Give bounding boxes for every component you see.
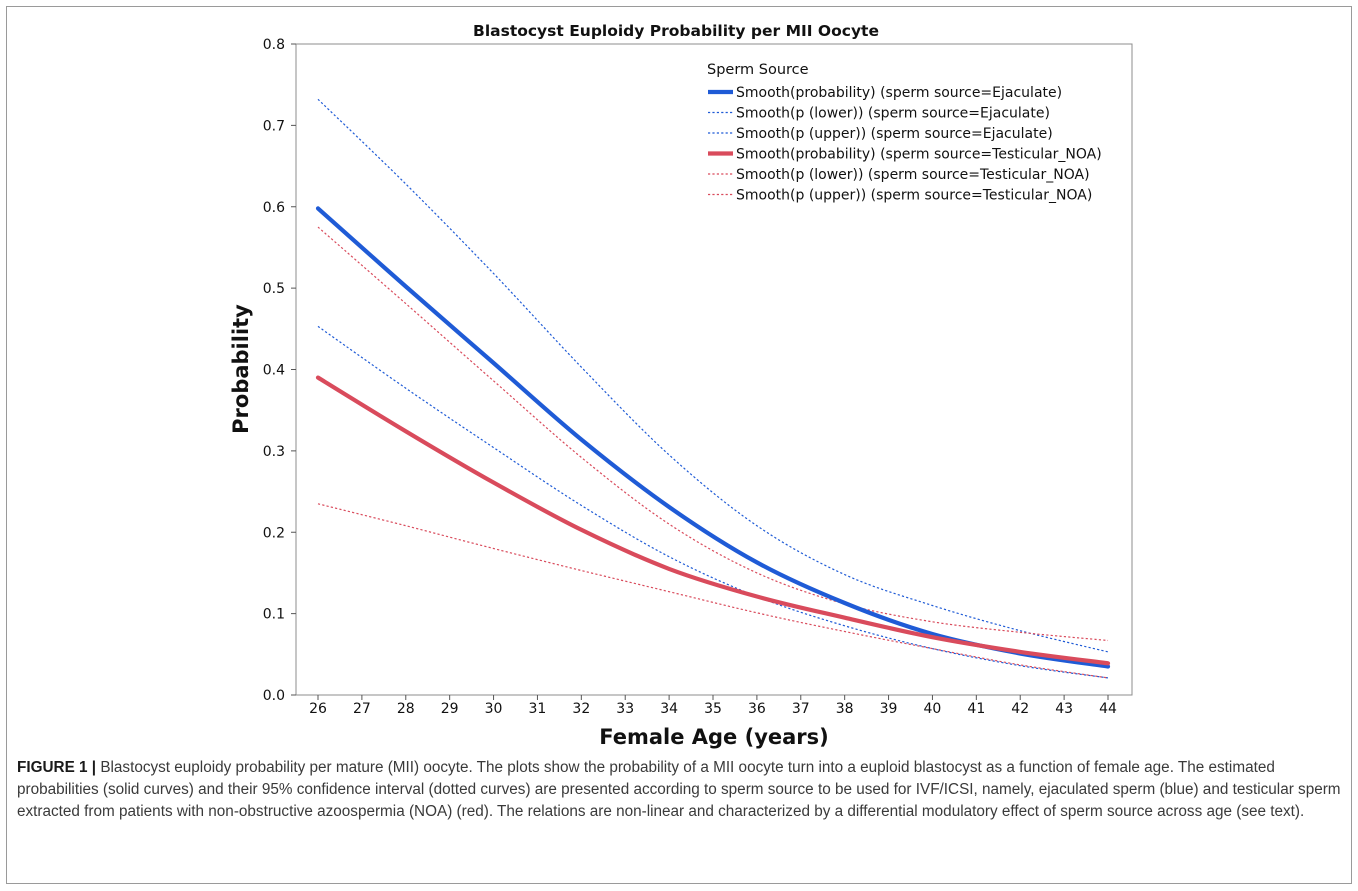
y-tick-label: 0.7 bbox=[263, 118, 285, 134]
x-axis: 26 27 28 29 30 31 32 33 34 35 36 37 38 39 40 41 42 43 44 bbox=[309, 695, 1117, 717]
x-tick-label: 40 bbox=[924, 701, 942, 717]
x-tick-label: 28 bbox=[397, 701, 415, 717]
legend-entry-label: Smooth(probability) (sperm source=Testic… bbox=[736, 147, 1102, 163]
x-tick-label: 32 bbox=[572, 701, 590, 717]
y-axis-label: Probability bbox=[229, 304, 253, 434]
series-line-ci bbox=[317, 325, 1109, 679]
legend-entry-label: Smooth(probability) (sperm source=Ejacul… bbox=[736, 85, 1062, 101]
legend-entry-label: Smooth(p (upper)) (sperm source=Ejaculat… bbox=[736, 126, 1053, 142]
y-tick-label: 0.3 bbox=[263, 444, 285, 460]
y-tick-label: 0.2 bbox=[263, 525, 285, 541]
y-tick-label: 0.8 bbox=[263, 37, 285, 53]
legend-entry-label: Smooth(p (lower)) (sperm source=Testicul… bbox=[736, 167, 1090, 183]
x-tick-label: 34 bbox=[660, 701, 678, 717]
y-tick-label: 0.0 bbox=[263, 688, 285, 704]
y-axis: 0.0 0.1 0.2 0.3 0.4 0.5 0.6 0.7 0.8 bbox=[263, 37, 296, 704]
legend-entry-label: Smooth(p (lower)) (sperm source=Ejaculat… bbox=[736, 106, 1050, 122]
x-tick-label: 38 bbox=[836, 701, 854, 717]
x-tick-label: 33 bbox=[616, 701, 634, 717]
x-tick-label: 29 bbox=[441, 701, 459, 717]
x-tick-label: 42 bbox=[1011, 701, 1029, 717]
series-layer bbox=[315, 98, 1111, 679]
x-axis-label: Female Age (years) bbox=[599, 725, 829, 749]
x-tick-label: 44 bbox=[1099, 701, 1117, 717]
chart-title: Blastocyst Euploidy Probability per MII … bbox=[473, 22, 879, 40]
chart: Blastocyst Euploidy Probability per MII … bbox=[229, 22, 1133, 749]
caption-text: Blastocyst euploidy probability per matu… bbox=[17, 759, 1341, 820]
series-line-ci bbox=[317, 226, 1109, 642]
x-tick-label: 37 bbox=[792, 701, 810, 717]
y-tick-label: 0.4 bbox=[263, 363, 285, 379]
series-line-ci bbox=[317, 98, 1109, 653]
y-tick-label: 0.5 bbox=[263, 281, 285, 297]
x-tick-label: 31 bbox=[529, 701, 547, 717]
x-tick-label: 30 bbox=[485, 701, 503, 717]
x-tick-label: 36 bbox=[748, 701, 766, 717]
legend: Sperm Source Smooth(probability) (sperm … bbox=[707, 62, 1102, 204]
figure-caption: FIGURE 1 | Blastocyst euploidy probabili… bbox=[17, 757, 1342, 823]
x-tick-label: 35 bbox=[704, 701, 722, 717]
x-tick-label: 41 bbox=[967, 701, 985, 717]
series-line-estimate bbox=[315, 375, 1111, 666]
figure-frame bbox=[6, 6, 1352, 884]
x-tick-label: 27 bbox=[353, 701, 371, 717]
x-tick-label: 39 bbox=[880, 701, 898, 717]
x-tick-label: 43 bbox=[1055, 701, 1073, 717]
caption-label: FIGURE 1 | bbox=[17, 759, 97, 776]
x-tick-label: 26 bbox=[309, 701, 327, 717]
legend-title: Sperm Source bbox=[707, 62, 809, 78]
legend-entry-label: Smooth(p (upper)) (sperm source=Testicul… bbox=[736, 188, 1092, 204]
y-tick-label: 0.6 bbox=[263, 200, 285, 216]
y-tick-label: 0.1 bbox=[263, 607, 285, 623]
